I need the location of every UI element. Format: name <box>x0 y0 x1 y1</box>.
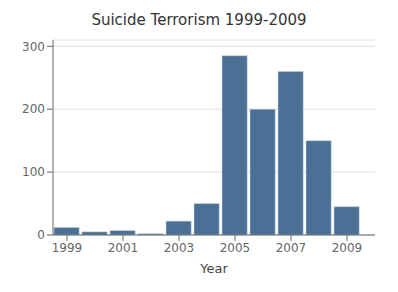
svg-text:2003: 2003 <box>164 241 195 255</box>
svg-text:2001: 2001 <box>108 241 139 255</box>
svg-text:300: 300 <box>22 40 45 54</box>
svg-text:200: 200 <box>22 102 45 116</box>
svg-text:100: 100 <box>22 165 45 179</box>
svg-text:2005: 2005 <box>220 241 251 255</box>
svg-text:Year: Year <box>199 261 228 276</box>
svg-text:0: 0 <box>37 228 45 242</box>
svg-text:1999: 1999 <box>52 241 83 255</box>
html-text:Suicide Terrorism 1999-2009: Suicide Terrorism 1999-2009 <box>91 11 307 29</box>
svg-text:2009: 2009 <box>332 241 363 255</box>
svg-text:2007: 2007 <box>276 241 307 255</box>
